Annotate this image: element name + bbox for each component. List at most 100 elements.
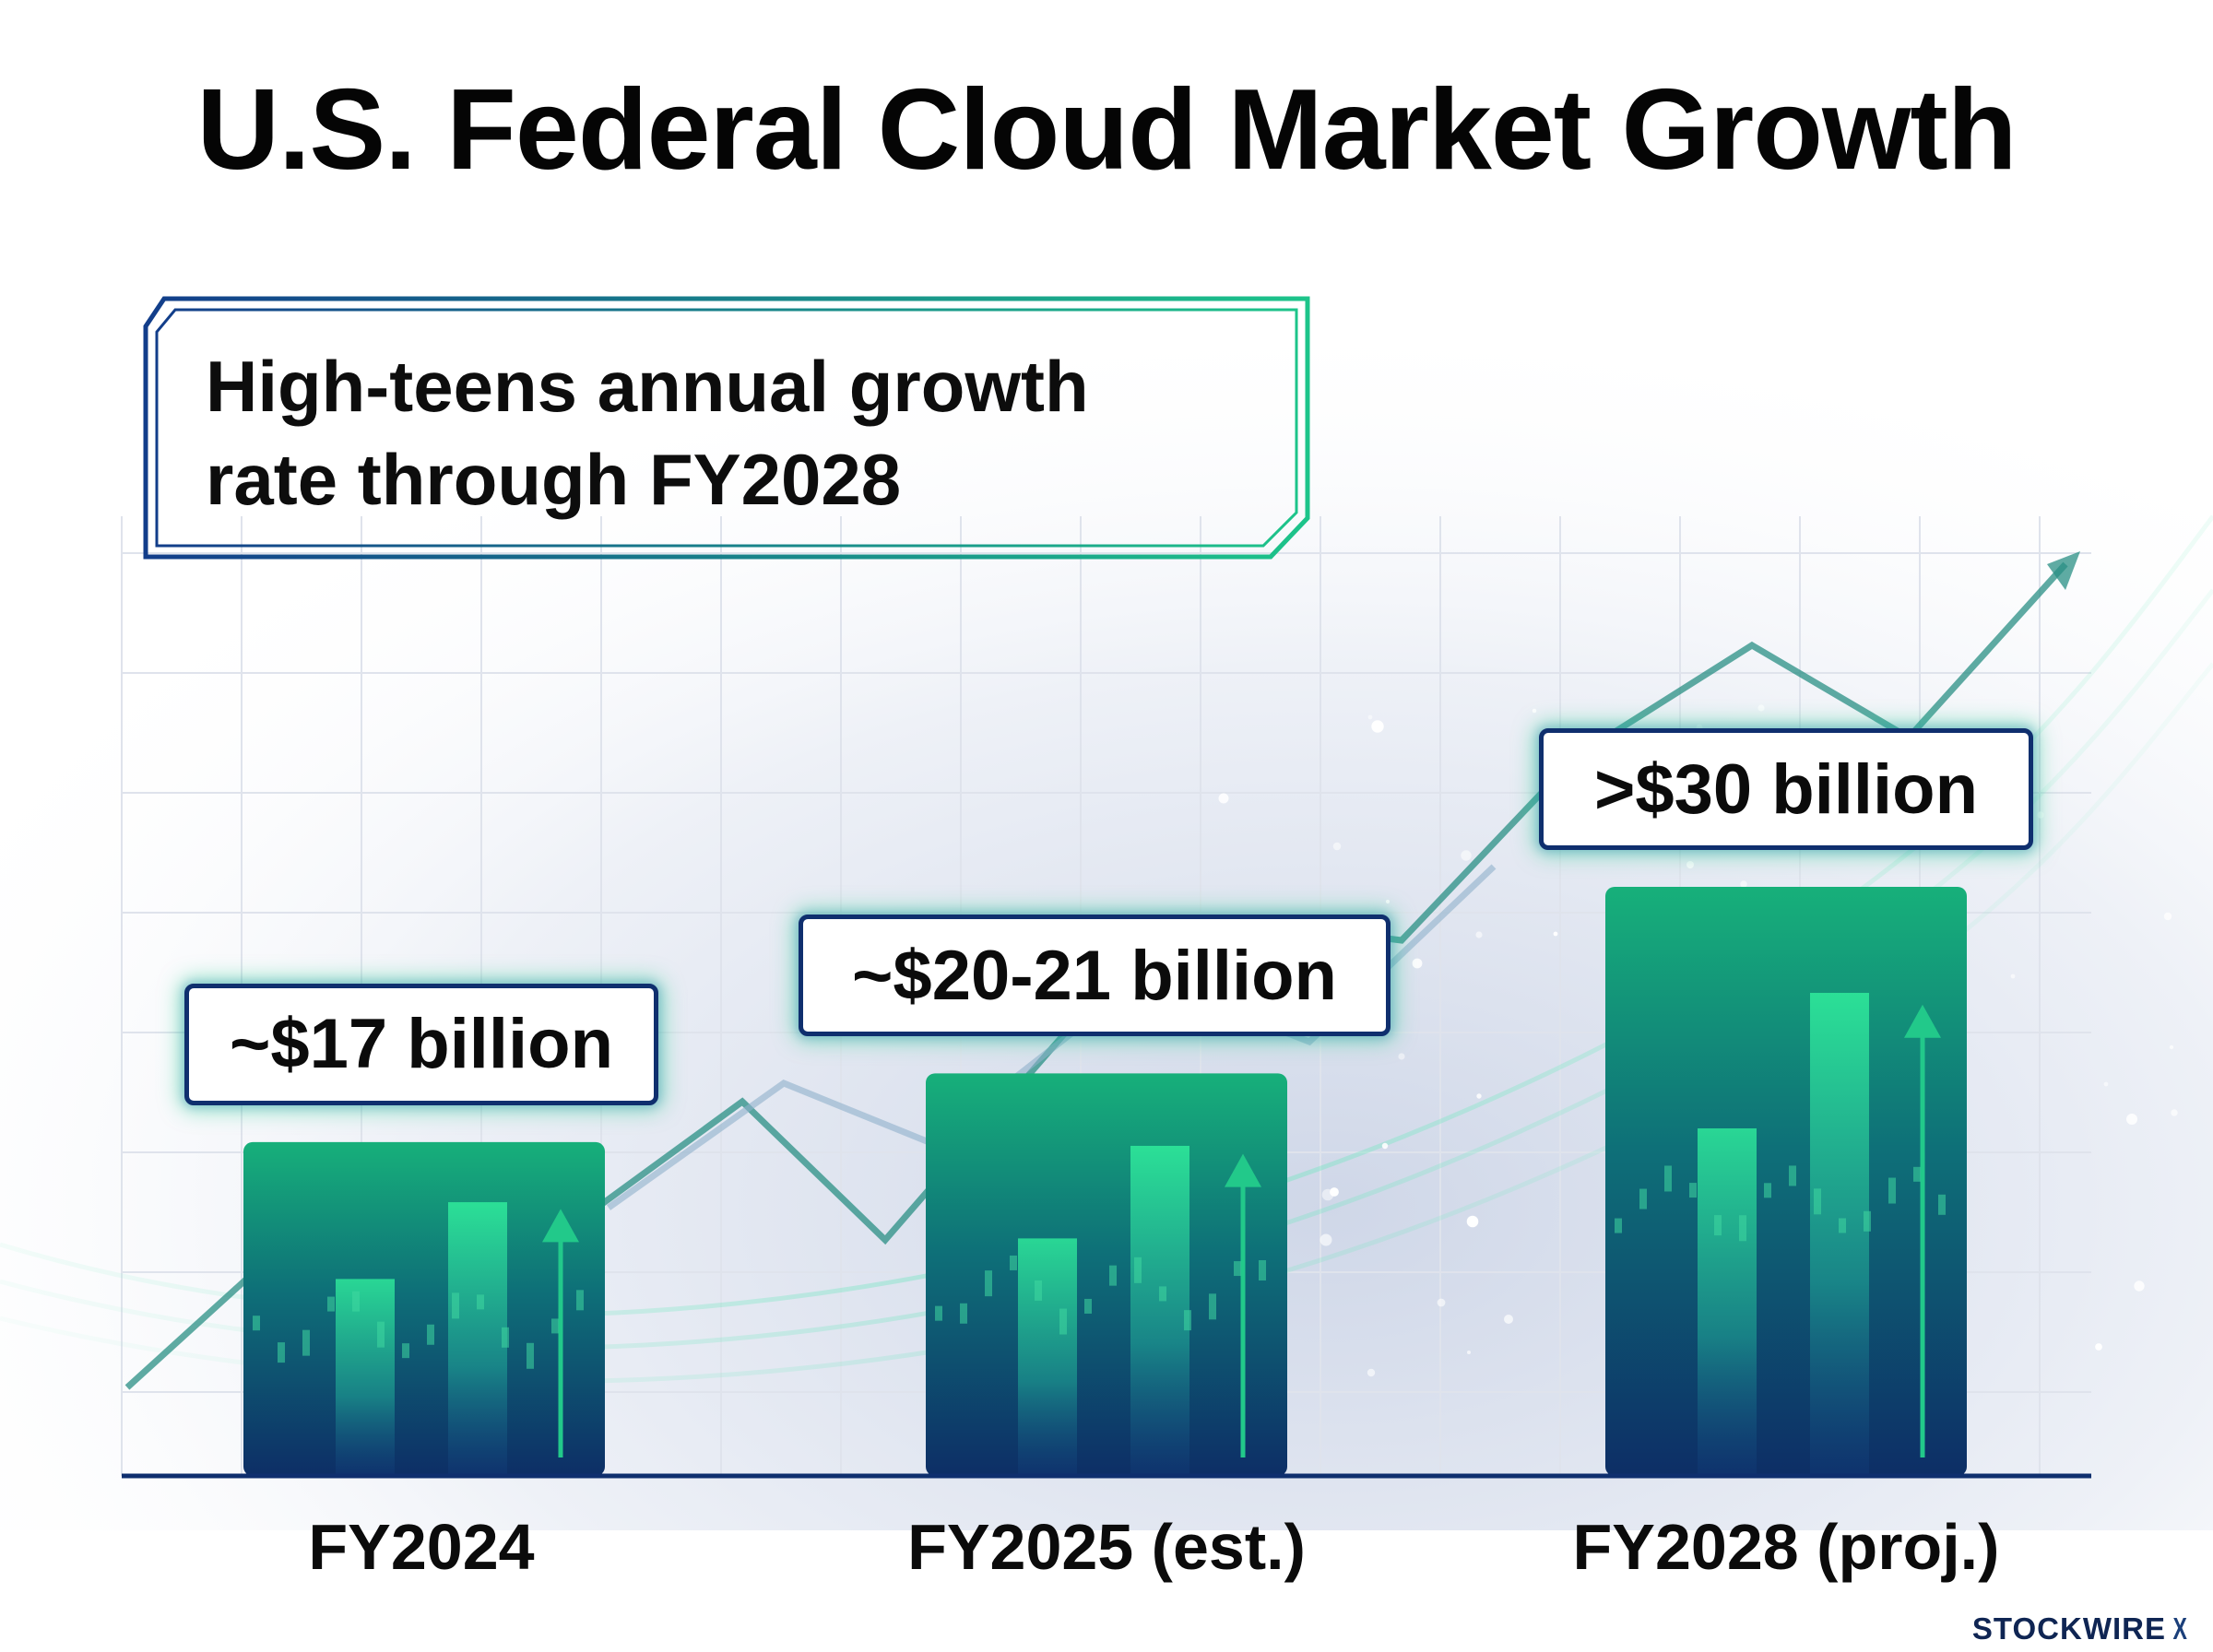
candle bbox=[551, 1318, 559, 1334]
particle bbox=[1381, 1142, 1389, 1150]
candle bbox=[1639, 1188, 1647, 1210]
particle bbox=[1467, 1351, 1471, 1354]
candle bbox=[1109, 1265, 1117, 1286]
particle bbox=[2163, 912, 2172, 921]
particle bbox=[1367, 714, 1373, 720]
candle bbox=[1913, 1166, 1921, 1182]
brand-logo: STOCKWIRE X bbox=[1972, 1611, 2191, 1646]
inner-bar bbox=[1018, 1238, 1077, 1476]
particle bbox=[1412, 958, 1423, 969]
particle bbox=[1686, 861, 1694, 868]
particle bbox=[2171, 1109, 2178, 1116]
candle bbox=[1764, 1183, 1771, 1198]
bar-3 bbox=[1605, 887, 1967, 1476]
candle bbox=[1259, 1260, 1266, 1281]
candle bbox=[278, 1342, 285, 1363]
candle bbox=[1789, 1165, 1796, 1186]
particle bbox=[1320, 1233, 1332, 1246]
bar bbox=[243, 1141, 605, 1476]
bars bbox=[243, 887, 1967, 1476]
candle bbox=[352, 1291, 360, 1312]
bar bbox=[926, 1073, 1287, 1476]
particle bbox=[2095, 1343, 2102, 1351]
particle bbox=[2103, 1081, 2109, 1087]
brand-mark: X bbox=[2172, 1611, 2188, 1646]
candle bbox=[377, 1321, 385, 1348]
particle bbox=[1532, 708, 1537, 714]
particle bbox=[1553, 931, 1558, 937]
candle bbox=[960, 1303, 967, 1324]
inner-bar bbox=[336, 1279, 395, 1476]
particle bbox=[1218, 793, 1229, 804]
particle bbox=[1504, 1315, 1513, 1324]
candle bbox=[452, 1292, 459, 1319]
up-arrow-head bbox=[1225, 1153, 1261, 1187]
candle bbox=[1839, 1218, 1846, 1233]
candle bbox=[1888, 1177, 1896, 1204]
particle bbox=[1740, 880, 1747, 888]
candle bbox=[1209, 1293, 1216, 1320]
particle bbox=[1332, 842, 1342, 851]
data-label-2: ~$20-21 billion bbox=[799, 914, 1391, 1037]
data-label-3: >$30 billion bbox=[1539, 728, 2033, 850]
particle bbox=[1371, 720, 1384, 733]
bar-1 bbox=[243, 1141, 605, 1476]
particle bbox=[1476, 1093, 1482, 1099]
particle bbox=[2126, 1114, 2137, 1125]
bar-2 bbox=[926, 1073, 1287, 1476]
candle bbox=[1010, 1255, 1017, 1270]
candle bbox=[1814, 1188, 1821, 1215]
up-arrow-head bbox=[542, 1209, 579, 1243]
particle bbox=[1466, 1215, 1479, 1228]
particle bbox=[1437, 1298, 1446, 1307]
candle bbox=[935, 1305, 942, 1321]
x-tick-label-1: FY2024 bbox=[308, 1511, 535, 1583]
chart-title: U.S. Federal Cloud Market Growth bbox=[196, 66, 2018, 194]
callout-frame bbox=[143, 296, 1310, 560]
candle bbox=[576, 1290, 584, 1311]
particle bbox=[1398, 1053, 1405, 1060]
candle bbox=[1234, 1261, 1241, 1277]
inner-bar bbox=[448, 1202, 507, 1476]
particle bbox=[2134, 1280, 2145, 1292]
annotation-line-2: rate through FY2028 bbox=[206, 438, 902, 520]
particle bbox=[1757, 704, 1765, 712]
candle bbox=[1664, 1165, 1672, 1192]
data-label-1: ~$17 billion bbox=[184, 983, 658, 1105]
candle bbox=[1035, 1280, 1042, 1301]
candle bbox=[427, 1324, 434, 1345]
inner-bar bbox=[1130, 1145, 1189, 1476]
candle bbox=[1184, 1310, 1191, 1331]
brand-text: STOCKWIRE bbox=[1971, 1611, 2166, 1646]
particle bbox=[2169, 1044, 2174, 1050]
trend-arrowhead bbox=[2047, 551, 2080, 590]
candle bbox=[1159, 1286, 1166, 1302]
inner-bar bbox=[1698, 1127, 1757, 1476]
annotation-line-1: High-teens annual growth bbox=[206, 345, 1089, 427]
candle bbox=[1938, 1194, 1946, 1215]
particle bbox=[2010, 974, 2016, 979]
candle bbox=[253, 1316, 260, 1331]
candle bbox=[1714, 1215, 1722, 1236]
candle bbox=[527, 1342, 534, 1369]
particle bbox=[2037, 811, 2044, 819]
particle bbox=[1475, 931, 1483, 938]
particle bbox=[1461, 850, 1472, 861]
particle bbox=[1367, 1368, 1376, 1377]
candle bbox=[327, 1296, 335, 1312]
candle bbox=[302, 1329, 310, 1356]
x-tick-label-2: FY2025 (est.) bbox=[907, 1511, 1306, 1583]
x-tick-label-3: FY2028 (proj.) bbox=[1572, 1511, 2000, 1583]
candle bbox=[1739, 1215, 1746, 1242]
candle bbox=[1689, 1183, 1697, 1198]
particle bbox=[1330, 1187, 1339, 1197]
candle bbox=[1059, 1308, 1067, 1335]
candle bbox=[1615, 1218, 1622, 1233]
candle bbox=[477, 1294, 484, 1310]
candle bbox=[1864, 1210, 1871, 1232]
candle bbox=[1084, 1298, 1092, 1314]
inner-bar bbox=[1810, 993, 1869, 1476]
bar bbox=[1605, 887, 1967, 1476]
candle bbox=[402, 1343, 409, 1359]
